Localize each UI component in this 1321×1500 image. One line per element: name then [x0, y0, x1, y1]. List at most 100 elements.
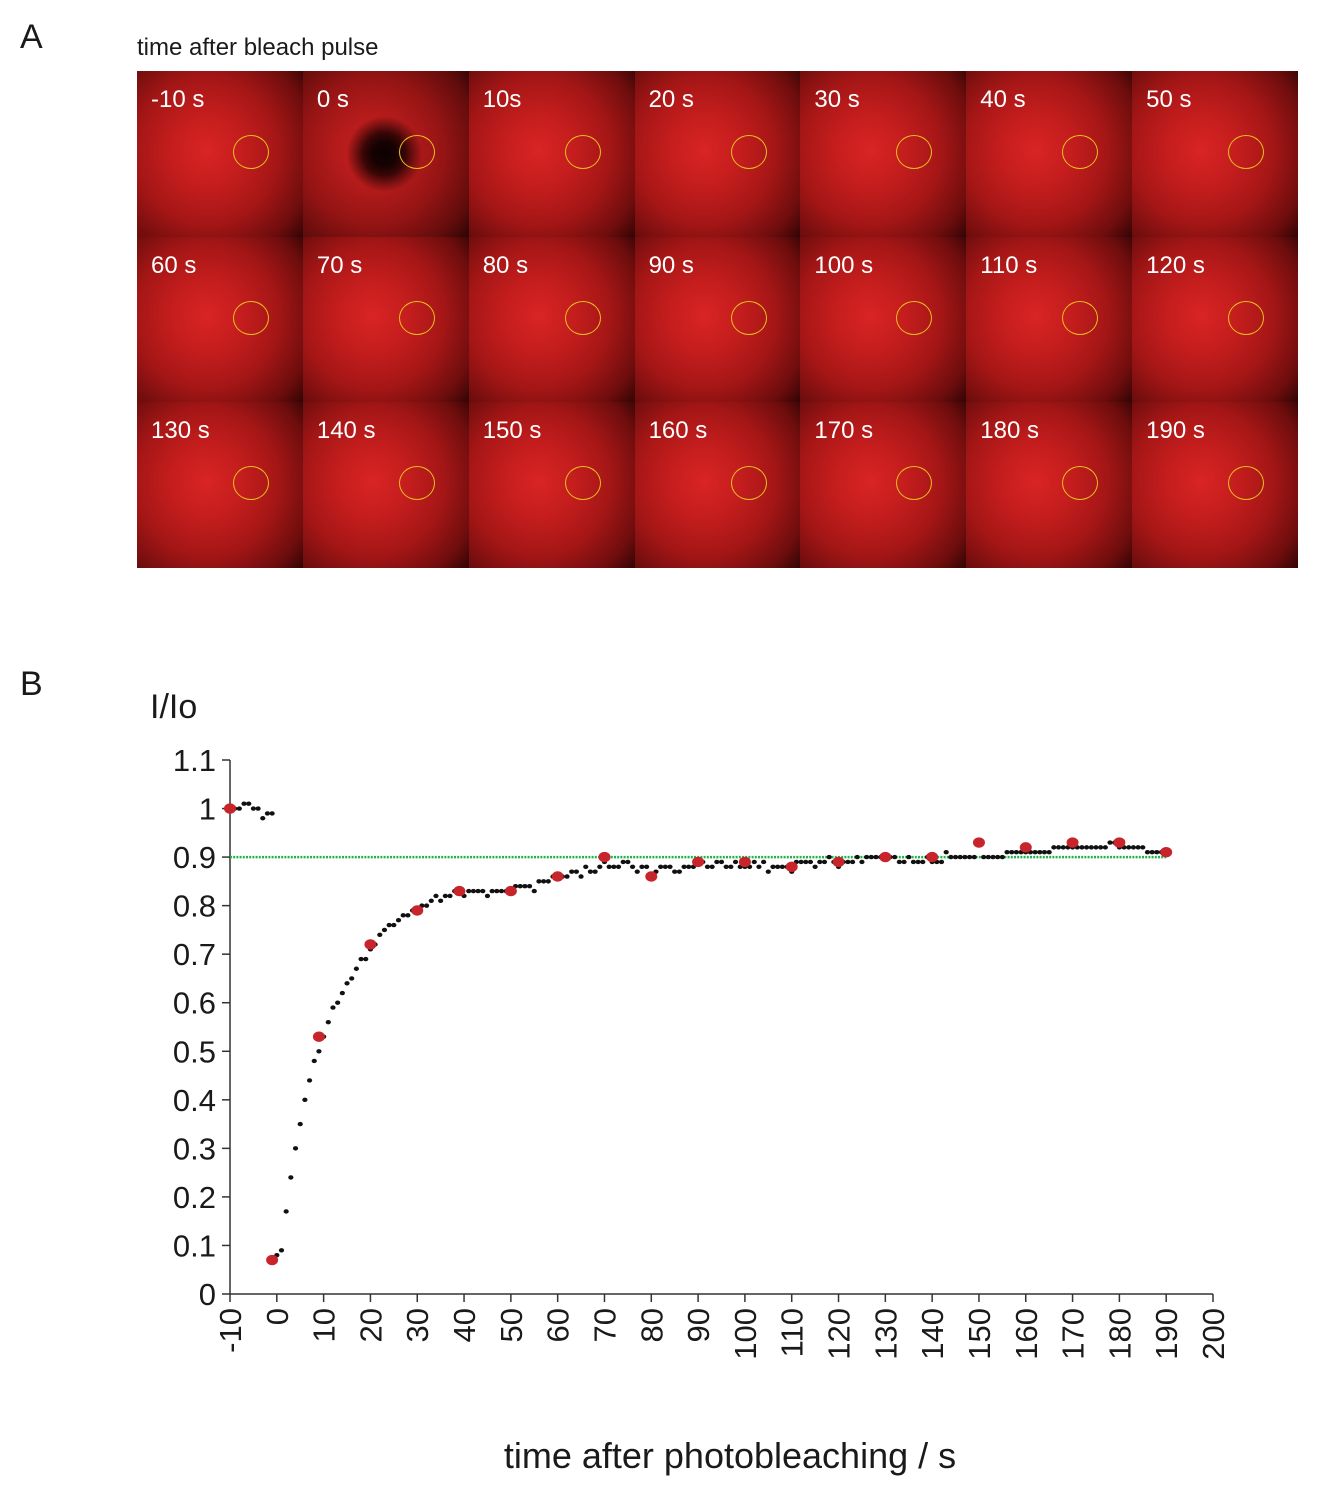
data-point-highlighted [692, 856, 705, 868]
data-point-measured [718, 859, 725, 865]
image-tile: 70 s [302, 236, 469, 403]
data-point-measured [292, 1146, 299, 1151]
x-tick-label: 110 [775, 1308, 810, 1357]
image-tile: 170 s [800, 402, 967, 568]
x-tick-label: 60 [541, 1308, 576, 1342]
bleach-roi-circle [1062, 466, 1099, 501]
y-tick-label: 0.8 [173, 889, 216, 924]
data-point-measured [981, 854, 987, 860]
data-point-measured [910, 859, 917, 865]
data-point-measured [573, 869, 579, 874]
bleach-roi-circle [564, 300, 601, 335]
data-point-measured [395, 918, 402, 923]
bleach-roi-circle [398, 300, 435, 335]
data-point-measured [1055, 845, 1062, 850]
data-point-measured [728, 864, 734, 869]
bleach-roi-circle [398, 466, 435, 501]
data-point-measured [587, 869, 594, 874]
data-point-measured [311, 1058, 317, 1064]
tile-time-label: 20 s [648, 86, 694, 113]
y-tick-label: 0 [199, 1277, 216, 1312]
data-point-highlighted [411, 905, 424, 916]
x-tick-label: 30 [400, 1308, 435, 1342]
data-point-measured [709, 864, 715, 869]
data-point-measured [962, 854, 968, 860]
data-point-measured [714, 859, 720, 865]
tile-time-label: 140 s [316, 417, 376, 445]
image-tile: 180 s [966, 402, 1133, 568]
x-tick-label: 200 [1196, 1308, 1231, 1360]
data-point-measured [541, 879, 547, 884]
bleach-roi-circle [564, 466, 601, 501]
y-tick-label: 0.5 [173, 1034, 216, 1069]
data-point-measured [1093, 845, 1099, 850]
bleach-roi-circle [564, 135, 601, 169]
data-point-measured [779, 864, 785, 869]
y-tick-label: 1.1 [173, 743, 216, 778]
x-tick-label: 20 [353, 1308, 388, 1342]
y-tick-label: 0.2 [173, 1180, 216, 1215]
data-point-measured [330, 1005, 336, 1010]
bleach-roi-circle [896, 135, 933, 169]
x-tick-label: 100 [728, 1308, 763, 1360]
data-point-measured [723, 864, 729, 869]
data-point-measured [798, 859, 804, 865]
data-point-measured [1084, 845, 1090, 850]
data-point-measured [1102, 845, 1108, 850]
tile-time-label: 60 s [151, 251, 197, 279]
data-point-measured [704, 864, 711, 869]
data-point-measured [484, 893, 491, 899]
y-tick-label: 0.1 [173, 1228, 216, 1263]
data-point-measured [545, 879, 551, 884]
bleach-roi-circle [730, 300, 767, 335]
data-point-measured [667, 864, 673, 869]
bleach-roi-circle [398, 135, 435, 169]
data-point-measured [644, 864, 650, 869]
data-point-measured [1009, 850, 1015, 855]
data-point-measured [325, 1019, 331, 1025]
data-point-measured [597, 864, 603, 869]
image-tile: 150 s [468, 402, 635, 568]
image-tile: 130 s [137, 402, 303, 568]
image-tile: 40 s [966, 71, 1133, 237]
data-point-measured [386, 922, 392, 928]
data-point-measured [335, 1000, 341, 1005]
image-tile: 50 s [1132, 71, 1298, 237]
bleach-roi-circle [1062, 300, 1099, 335]
data-point-measured [672, 869, 678, 874]
data-point-measured [283, 1209, 289, 1214]
tile-time-label: 110 s [980, 251, 1038, 279]
data-point-measured [906, 854, 912, 860]
image-tile: -10 s [137, 71, 303, 237]
tile-time-label: 0 s [316, 86, 349, 113]
data-point-measured [807, 859, 814, 865]
tile-time-label: 170 s [814, 417, 874, 445]
data-point-measured [1046, 850, 1052, 855]
data-point-measured [892, 854, 898, 860]
data-point-measured [920, 859, 926, 865]
data-point-measured [1154, 850, 1160, 855]
image-tile: 110 s [966, 236, 1133, 403]
y-tick-label: 0.3 [173, 1131, 216, 1166]
data-point-measured [826, 854, 832, 860]
y-tick-label: 0.9 [173, 840, 216, 875]
data-point-measured [629, 864, 636, 869]
data-point-measured [381, 927, 388, 933]
data-point-measured [1041, 850, 1048, 855]
bleach-roi-circle [1228, 135, 1265, 169]
tile-time-label: 130 s [151, 417, 210, 445]
data-point-measured [1079, 845, 1085, 850]
image-tile: 190 s [1132, 402, 1298, 568]
tile-time-label: 150 s [482, 417, 542, 445]
tile-time-label: 30 s [814, 86, 860, 113]
data-point-highlighted [645, 871, 658, 882]
data-point-measured [1107, 840, 1113, 845]
data-point-measured [1130, 845, 1137, 850]
data-point-highlighted [1019, 842, 1032, 853]
data-point-measured [358, 956, 364, 962]
data-point-measured [957, 854, 963, 860]
data-point-measured [241, 801, 247, 806]
data-point-measured [466, 888, 472, 894]
panel-a-label: A [20, 18, 43, 56]
